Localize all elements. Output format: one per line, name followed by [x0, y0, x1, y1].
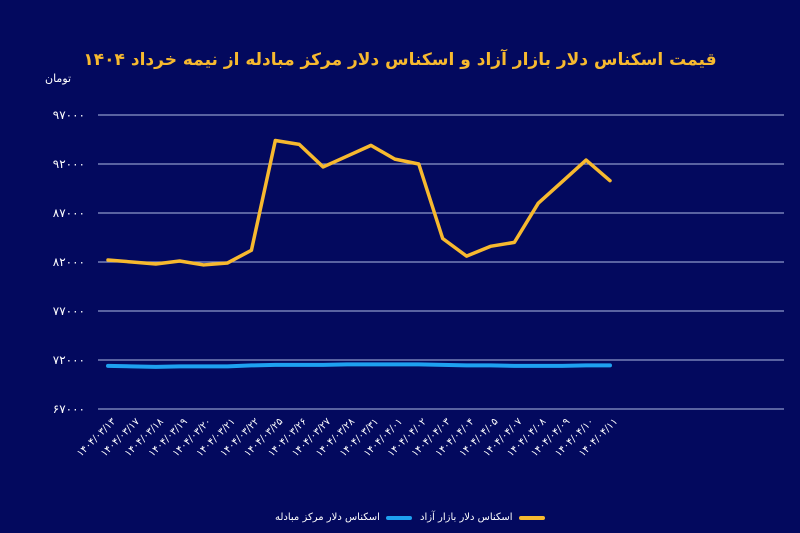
data-point — [321, 165, 325, 169]
data-point — [536, 201, 540, 205]
data-point — [345, 154, 349, 158]
data-point — [608, 179, 612, 183]
data-point — [369, 362, 373, 366]
data-point — [249, 363, 253, 367]
data-point — [441, 236, 445, 240]
y-tick-label: ۷۷۰۰۰ — [53, 304, 85, 318]
data-point — [584, 363, 588, 367]
data-point — [441, 363, 445, 367]
data-point — [202, 364, 206, 368]
data-point — [393, 157, 397, 161]
data-point — [560, 364, 564, 368]
data-point — [178, 259, 182, 263]
data-point — [536, 364, 540, 368]
data-point — [465, 363, 469, 367]
data-point — [273, 363, 277, 367]
data-point — [297, 142, 301, 146]
data-point — [321, 363, 325, 367]
data-point — [512, 364, 516, 368]
data-point — [273, 138, 277, 142]
y-tick-label: ۸۲۰۰۰ — [53, 255, 85, 269]
data-point — [560, 180, 564, 184]
data-point — [226, 364, 230, 368]
data-point — [130, 364, 134, 368]
legend-item-free-market: اسکناس دلار بازار آزاد — [420, 512, 545, 523]
y-tick-label: ۸۷۰۰۰ — [53, 206, 85, 220]
data-point — [226, 261, 230, 265]
data-point — [154, 262, 158, 266]
data-point — [417, 162, 421, 166]
data-point — [393, 362, 397, 366]
y-tick-label: ۷۲۰۰۰ — [53, 353, 85, 367]
y-axis-unit: تومان — [45, 72, 72, 85]
legend-item-exchange-center: اسکناس دلار مرکز مبادله — [275, 512, 412, 523]
y-tick-label: ۹۲۰۰۰ — [53, 157, 85, 171]
legend-swatch — [385, 515, 412, 520]
legend-swatch — [518, 515, 545, 520]
y-tick-label: ۹۷۰۰۰ — [53, 108, 85, 122]
data-point — [106, 258, 110, 262]
data-point — [106, 364, 110, 368]
data-point — [369, 143, 373, 147]
data-point — [202, 263, 206, 267]
data-point — [417, 362, 421, 366]
series-line-1 — [106, 362, 612, 369]
data-point — [608, 363, 612, 367]
chart-title: قیمت اسکناس دلار بازار آزاد و اسکناس دلا… — [83, 50, 717, 70]
data-point — [154, 365, 158, 369]
data-point — [512, 240, 516, 244]
data-point — [249, 248, 253, 252]
data-point — [297, 363, 301, 367]
data-point — [465, 254, 469, 258]
legend-label: اسکناس دلار مرکز مبادله — [275, 512, 380, 523]
y-tick-label: ۶۷۰۰۰ — [53, 402, 85, 416]
data-point — [130, 260, 134, 264]
data-point — [488, 363, 492, 367]
data-point — [488, 244, 492, 248]
data-point — [178, 364, 182, 368]
data-point — [584, 158, 588, 162]
series-line-0 — [106, 138, 612, 267]
legend-label: اسکناس دلار بازار آزاد — [420, 512, 513, 523]
data-point — [345, 362, 349, 366]
